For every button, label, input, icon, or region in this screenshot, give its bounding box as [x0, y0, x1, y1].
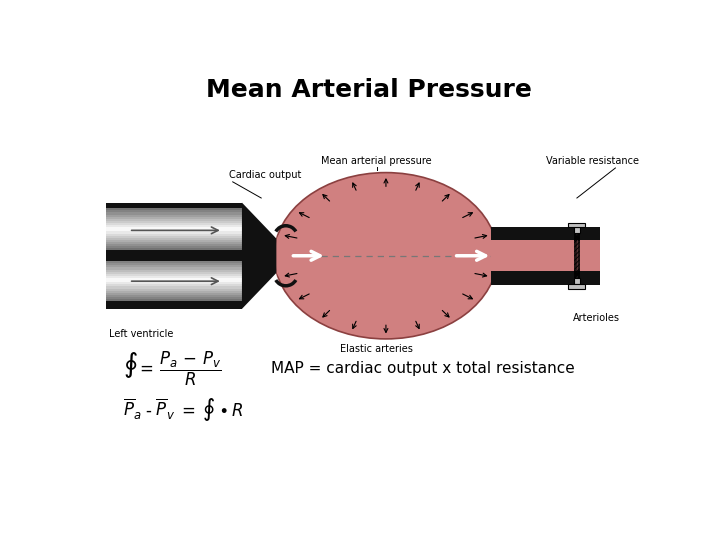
Bar: [106, 280, 242, 282]
Bar: [106, 288, 242, 291]
Bar: [106, 222, 242, 225]
Bar: [568, 284, 585, 289]
Bar: [106, 251, 242, 261]
Bar: [106, 293, 242, 295]
Bar: [106, 235, 242, 238]
Bar: [106, 299, 242, 301]
Bar: [106, 202, 242, 309]
Bar: [106, 229, 242, 232]
Text: Mean Arterial Pressure: Mean Arterial Pressure: [206, 78, 532, 102]
Bar: [106, 217, 242, 219]
Text: Variable resistance: Variable resistance: [546, 157, 639, 166]
Bar: [106, 244, 242, 246]
Bar: [106, 242, 242, 244]
Bar: [106, 291, 242, 293]
Bar: [106, 220, 242, 223]
Bar: [106, 295, 242, 297]
Bar: [106, 210, 242, 212]
Text: Elastic arteries: Elastic arteries: [341, 343, 413, 354]
Polygon shape: [242, 202, 276, 309]
Bar: [106, 227, 242, 229]
Text: MAP = cardiac output x total resistance: MAP = cardiac output x total resistance: [271, 361, 575, 376]
Bar: [106, 238, 242, 240]
Bar: [106, 265, 242, 267]
Bar: [106, 278, 242, 280]
Bar: [106, 272, 242, 274]
Bar: [106, 274, 242, 276]
Bar: [106, 263, 242, 265]
Bar: [106, 231, 242, 233]
Bar: [106, 246, 242, 248]
Bar: [106, 214, 242, 217]
Bar: [106, 269, 242, 272]
Bar: [574, 278, 580, 284]
Polygon shape: [276, 217, 319, 294]
Bar: [106, 267, 242, 269]
Text: Mean arterial pressure: Mean arterial pressure: [321, 157, 432, 166]
Bar: [106, 259, 242, 261]
Text: $\overline{P}_a\;$-$\;\overline{P}_v\;=\;\oint\bullet R$: $\overline{P}_a\;$-$\;\overline{P}_v\;=\…: [122, 396, 243, 423]
Bar: [106, 284, 242, 286]
Bar: [106, 240, 242, 242]
Bar: [492, 240, 600, 271]
Text: Left ventricle: Left ventricle: [109, 329, 173, 339]
Bar: [492, 271, 600, 285]
Bar: [106, 212, 242, 214]
Bar: [106, 296, 242, 299]
Bar: [106, 282, 242, 285]
Bar: [492, 226, 600, 240]
Bar: [106, 233, 242, 235]
Bar: [106, 275, 242, 278]
Bar: [106, 225, 242, 227]
Bar: [568, 222, 585, 227]
Ellipse shape: [274, 173, 498, 339]
Text: $\oint$: $\oint$: [122, 350, 138, 380]
Text: Arterioles: Arterioles: [572, 313, 620, 323]
Bar: [106, 261, 242, 264]
Bar: [106, 208, 242, 211]
Text: Cardiac output: Cardiac output: [229, 170, 301, 180]
Text: $=\,\dfrac{P_a\,-\,P_v}{R}$: $=\,\dfrac{P_a\,-\,P_v}{R}$: [135, 350, 222, 388]
Bar: [106, 219, 242, 221]
Bar: [106, 248, 242, 251]
Bar: [574, 227, 580, 233]
Bar: [106, 286, 242, 288]
